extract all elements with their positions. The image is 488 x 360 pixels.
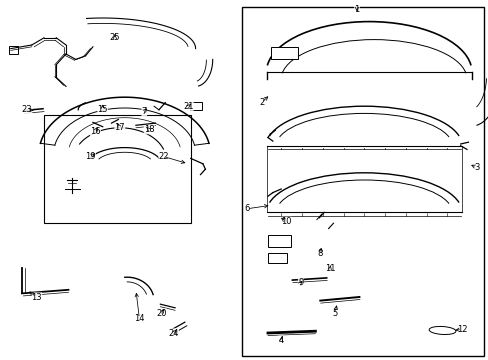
- Bar: [242, 7, 483, 356]
- Text: 11: 11: [324, 264, 335, 273]
- Bar: [267, 235, 291, 247]
- Text: 3: 3: [473, 163, 478, 172]
- Text: 10: 10: [280, 217, 291, 226]
- Text: 21: 21: [183, 102, 193, 111]
- Ellipse shape: [428, 327, 455, 334]
- Text: 24: 24: [168, 328, 179, 338]
- Bar: [9, 46, 18, 54]
- Text: 8: 8: [317, 249, 322, 258]
- Text: 5: 5: [332, 309, 337, 318]
- Bar: [267, 253, 286, 263]
- Text: 22: 22: [158, 152, 169, 161]
- Text: 6: 6: [244, 204, 249, 213]
- Text: 7: 7: [142, 107, 146, 116]
- Text: 25: 25: [109, 33, 120, 42]
- Text: 4: 4: [278, 336, 283, 345]
- Text: 19: 19: [85, 152, 96, 161]
- Bar: [271, 47, 298, 59]
- Text: 20: 20: [156, 309, 166, 318]
- Text: 17: 17: [114, 123, 125, 132]
- Bar: [189, 102, 202, 110]
- Bar: [44, 115, 190, 223]
- Text: 14: 14: [134, 314, 144, 323]
- Text: 16: 16: [90, 127, 101, 136]
- Text: 2: 2: [259, 98, 264, 107]
- Text: 12: 12: [456, 325, 467, 334]
- Text: 9: 9: [298, 278, 303, 287]
- Text: 1: 1: [354, 4, 359, 13]
- Text: 18: 18: [143, 125, 154, 134]
- Text: 13: 13: [31, 292, 42, 302]
- Text: 23: 23: [21, 105, 32, 114]
- Text: 15: 15: [97, 105, 108, 114]
